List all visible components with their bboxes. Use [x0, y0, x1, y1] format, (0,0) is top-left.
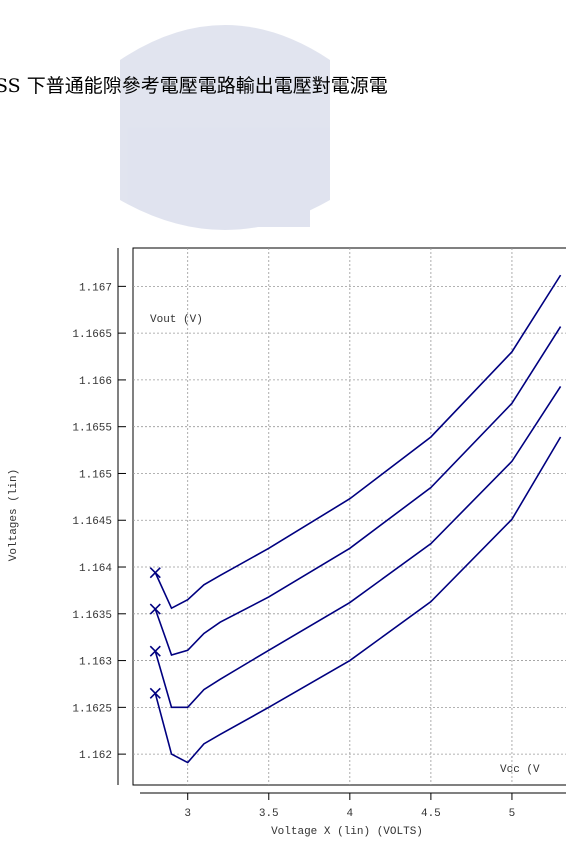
series-line	[155, 275, 560, 608]
x-series-label: Vcc (V	[500, 764, 540, 776]
x-axis-title: Voltage X (lin) (VOLTS)	[271, 826, 423, 838]
y-tick-label: 1.1645	[72, 516, 112, 528]
x-tick-label: 3	[184, 808, 191, 820]
series-marker	[150, 646, 160, 656]
y-tick-label: 1.164	[79, 563, 112, 575]
x-tick-label: 3.5	[259, 808, 279, 820]
series-line	[155, 327, 560, 655]
y-tick-label: 1.1655	[72, 423, 112, 435]
series-line	[155, 437, 560, 763]
series-axis-label: Vout (V)	[150, 314, 203, 326]
series-marker	[150, 568, 160, 578]
y-tick-label: 1.165	[79, 469, 112, 481]
y-tick-label: 1.1635	[72, 610, 112, 622]
watermark-logo	[120, 25, 330, 230]
series-line	[155, 386, 560, 707]
y-tick-label: 1.163	[79, 657, 112, 669]
y-tick-label: 1.167	[79, 282, 112, 294]
y-tick-label: 1.162	[79, 750, 112, 762]
page-title: SS 下普通能隙參考電壓電路輸出電壓對電源電	[0, 75, 388, 97]
y-tick-label: 1.166	[79, 376, 112, 388]
x-tick-label: 4.5	[421, 808, 441, 820]
y-tick-label: 1.1625	[72, 703, 112, 715]
series-marker	[150, 688, 160, 698]
x-tick-label: 4	[347, 808, 354, 820]
y-axis-title: Voltages (lin)	[8, 469, 20, 561]
series-marker	[150, 604, 160, 614]
chart: SS 下普通能隙參考電壓電路輸出電壓對電源電 Vout (V) Vcc (V V…	[0, 0, 566, 845]
x-tick-label: 5	[509, 808, 516, 820]
y-tick-label: 1.1665	[72, 329, 112, 341]
